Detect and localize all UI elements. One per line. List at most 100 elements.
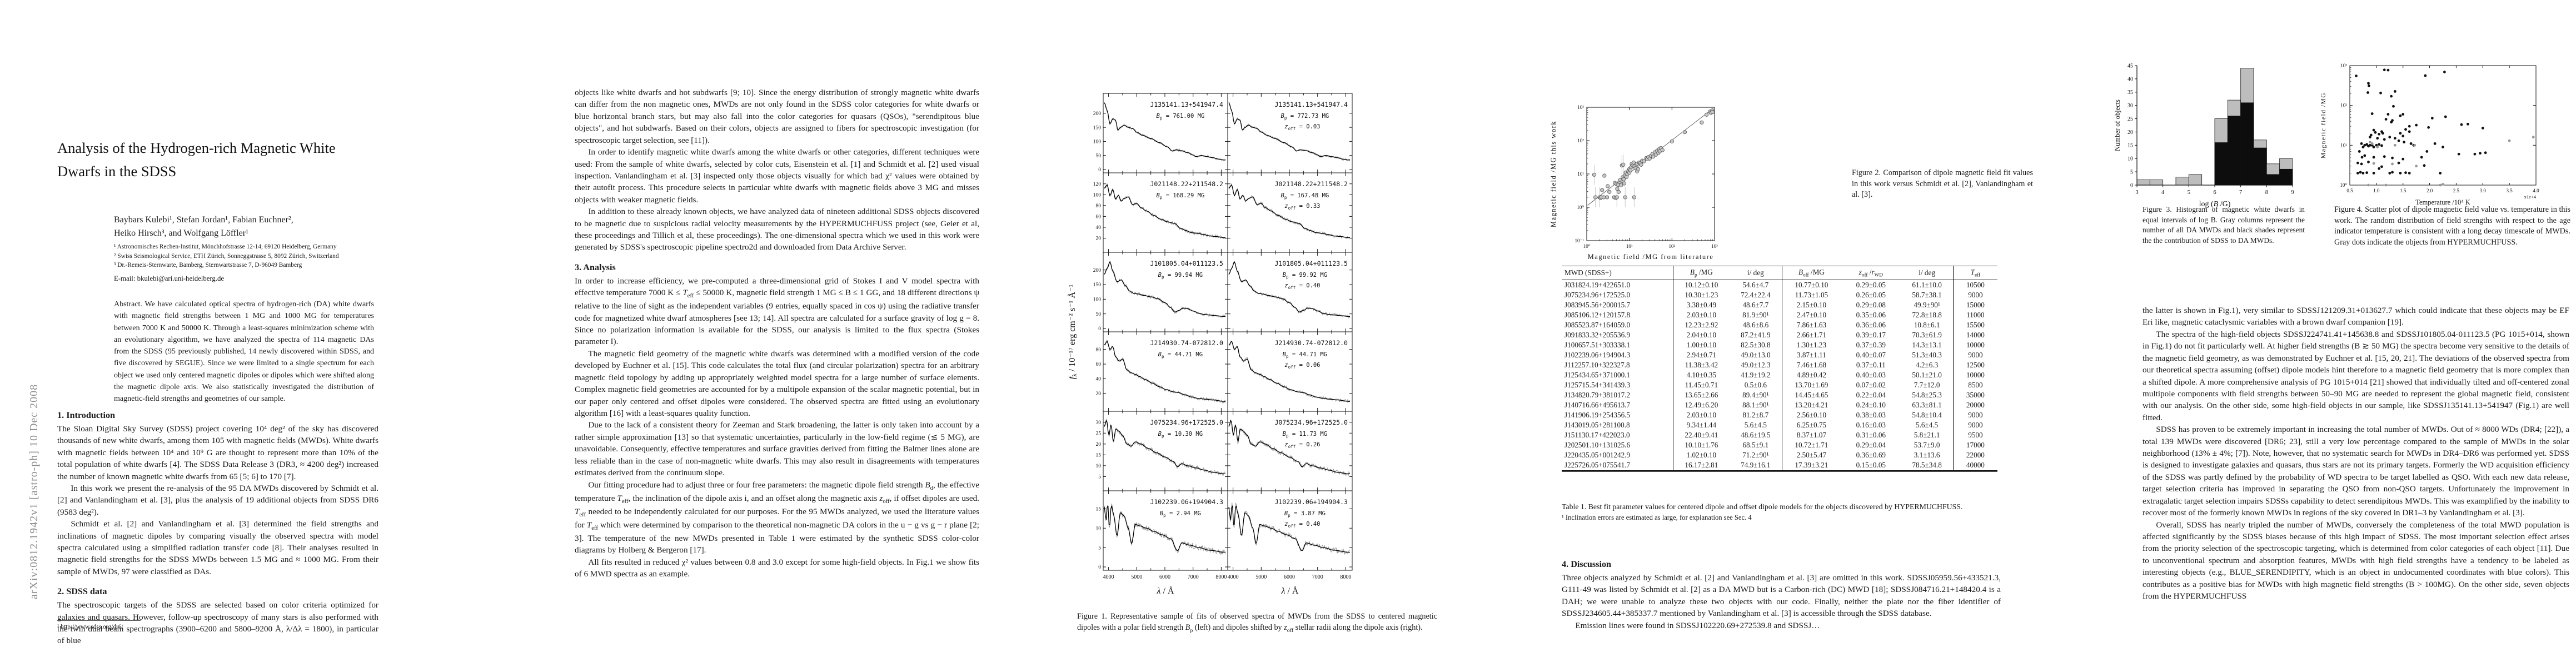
svg-text:100: 100 [1093,140,1102,145]
value-cell: 0.16±0.03 [1856,420,1886,429]
value-cell: 63.3±81.1 [1912,400,1942,409]
paragraph: objects like white dwarfs and hot subdwa… [575,88,979,145]
table1-header: i/ deg [1901,266,1954,280]
analysis-paragraphs: In order to increase efficiency, we pre-… [575,275,979,580]
value-cell: 53.7±9.0 [1914,440,1940,449]
svg-text:1.5: 1.5 [2400,188,2406,193]
svg-text:200: 200 [1093,111,1102,117]
svg-text:2.0: 2.0 [2426,188,2433,193]
authors-line-2: Heiko Hirsch³, and Wolfgang Löffler¹ [114,228,248,238]
value-cell: 0.36±0.06 [1856,320,1886,329]
svg-text:60: 60 [1096,362,1102,367]
svg-text:10⁰: 10⁰ [1583,243,1591,249]
svg-text:150: 150 [1093,282,1102,288]
page-title: Analysis of the Hydrogen-rich Magnetic W… [57,137,382,183]
svg-text:15: 15 [1096,453,1102,459]
svg-text:8: 8 [2265,190,2268,196]
figure4-caption: Figure 4. Scatter plot of dipole magneti… [2334,205,2570,247]
svg-text:4: 4 [2161,190,2165,196]
svg-text:J214930.74-072812.0: J214930.74-072812.0 [1150,339,1223,347]
value-cell: 74.9±16.1 [1741,460,1771,469]
svg-text:3: 3 [2135,190,2138,196]
value-cell: 2.03±0.10 [1672,410,1730,420]
value-cell: 13.65±2.66 [1672,390,1730,400]
value-cell: 4.2±6.3 [1916,360,1939,369]
value-cell: 10.30±1.23 [1672,290,1730,300]
svg-text:λ / Å: λ / Å [1157,586,1174,596]
value-cell: 68.5±9.1 [1742,440,1769,449]
table1-header: i/ deg [1730,266,1782,280]
svg-text:J135141.13+541947.4: J135141.13+541947.4 [1150,101,1223,108]
svg-text:J101805.04+011123.5: J101805.04+011123.5 [1274,260,1348,267]
value-cell: 22.40±9.41 [1672,430,1730,440]
value-cell: 9000 [1952,290,1997,300]
svg-text:x1e+4: x1e+4 [2524,194,2537,200]
svg-text:30: 30 [2127,103,2133,109]
value-cell: 8.37±1.07 [1781,430,1841,440]
value-cell: 7.46±1.68 [1781,360,1841,370]
object-id-cell: J125715.54+341439.3 [1564,380,1631,389]
abstract: Abstract. We have calculated optical spe… [114,300,374,404]
paragraph: The spectroscopic targets of the SDSS ar… [57,600,378,646]
page5-body: the latter is shown in Fig.1), very simi… [2142,305,2569,603]
object-id-cell: J141906.19+254356.5 [1564,410,1631,419]
svg-text:20: 20 [1096,442,1102,447]
value-cell: 3.1±13.6 [1914,450,1940,459]
value-cell: 0.5±0.6 [1744,380,1767,389]
value-cell: 10000 [1952,340,1997,350]
object-id-cell: J112257.10+322327.8 [1564,360,1630,369]
section-heading-sdss-data: 2. SDSS data [57,586,107,597]
value-cell: 9500 [1952,430,1997,440]
page-5: 0 5 10 15 20 25 30 35 40 45 3 4 5 6 7 8 9 log (B /G) Numbe… [2056,0,2576,667]
value-cell: 81.2±8.7 [1742,410,1769,419]
value-cell: 87.2±41.9 [1741,330,1771,339]
value-cell: 2.50±5.47 [1781,450,1841,460]
introduction-paragraphs: The Sloan Digital Sky Survey (SDSS) proj… [57,423,378,578]
value-cell: 2.56±0.10 [1781,410,1841,420]
value-cell: 11.73±1.05 [1781,290,1841,300]
svg-text:60: 60 [1096,215,1102,220]
value-cell: 6.25±0.75 [1781,420,1841,430]
value-cell: 12500 [1952,360,1997,370]
svg-text:20: 20 [2127,130,2133,136]
svg-text:Bp = 772.73 MG: Bp = 772.73 MG [1281,113,1329,121]
svg-text:5: 5 [2188,190,2190,196]
svg-text:Bp = 99.92 MG: Bp = 99.92 MG [1283,272,1327,280]
value-cell: 0.40±0.03 [1856,370,1886,379]
value-cell: 88.1±90¹ [1742,400,1769,409]
footnote-rule [57,620,141,621]
value-cell: 13.20±4.21 [1781,400,1841,410]
value-cell: 35000 [1952,390,1997,400]
svg-text:7000: 7000 [1312,574,1323,580]
table-row: J202501.10+131025.6 10.10±1.76 68.5±9.1 10.… [1562,440,1997,450]
value-cell: 1.02±0.10 [1672,450,1730,460]
value-cell: 14.45±4.65 [1781,390,1841,400]
svg-text:Bp = 2.94 MG: Bp = 2.94 MG [1160,510,1201,518]
value-cell: 0.07±0.02 [1856,380,1886,389]
svg-text:5000: 5000 [1255,574,1267,580]
svg-text:5000: 5000 [1131,574,1142,580]
svg-text:Magnetic field /MG this work: Magnetic field /MG this work [1549,121,1557,227]
page1-body: 1. Introduction The Sloan Digital Sky Su… [57,409,378,647]
value-cell: 54.6±4.7 [1742,280,1769,289]
value-cell: 81.9±90¹ [1742,310,1769,319]
svg-text:0: 0 [1098,326,1101,332]
figure2-caption: Figure 2. Comparison of dipole magnetic … [1852,168,2033,200]
svg-text:20: 20 [1096,391,1102,397]
paragraph: Emission lines were found in SDSSJ102220… [1575,620,1820,630]
page-3: fλ / 10⁻¹⁷ erg cm⁻² s⁻¹ Å⁻¹ 0 50 100 150 200 J… [1039,0,1473,667]
value-cell: 89.4±90¹ [1742,390,1769,399]
svg-text:Bp = 761.00 MG: Bp = 761.00 MG [1157,113,1205,121]
svg-text:10³: 10³ [2340,63,2347,68]
value-cell: 3.87±1.11 [1781,350,1841,360]
section-heading-discussion: 4. Discussion [1562,559,1612,569]
value-cell: 0.29±0.05 [1856,280,1886,289]
svg-text:3.0: 3.0 [2480,188,2487,193]
value-cell: 12.23±2.92 [1672,320,1730,330]
table-row: J141906.19+254356.5 2.03±0.10 81.2±8.7 2.56… [1562,410,1997,420]
table-row: J100657.51+303338.1 1.00±0.10 82.5±30.8 1.3… [1562,340,1997,350]
figure2-scatter: 10⁰ 10¹ 10² 10³ 10⁻¹ 10⁰ 10¹ 10² 10³ Magnetic fie… [1542,99,1745,271]
page-4: 10⁰ 10¹ 10² 10³ 10⁻¹ 10⁰ 10¹ 10² 10³ Magnetic fie… [1501,0,2037,667]
table-row: J140716.66+495613.7 12.49±6.20 88.1±90¹ 13.… [1562,400,1997,410]
svg-text:0.5: 0.5 [2346,188,2353,193]
